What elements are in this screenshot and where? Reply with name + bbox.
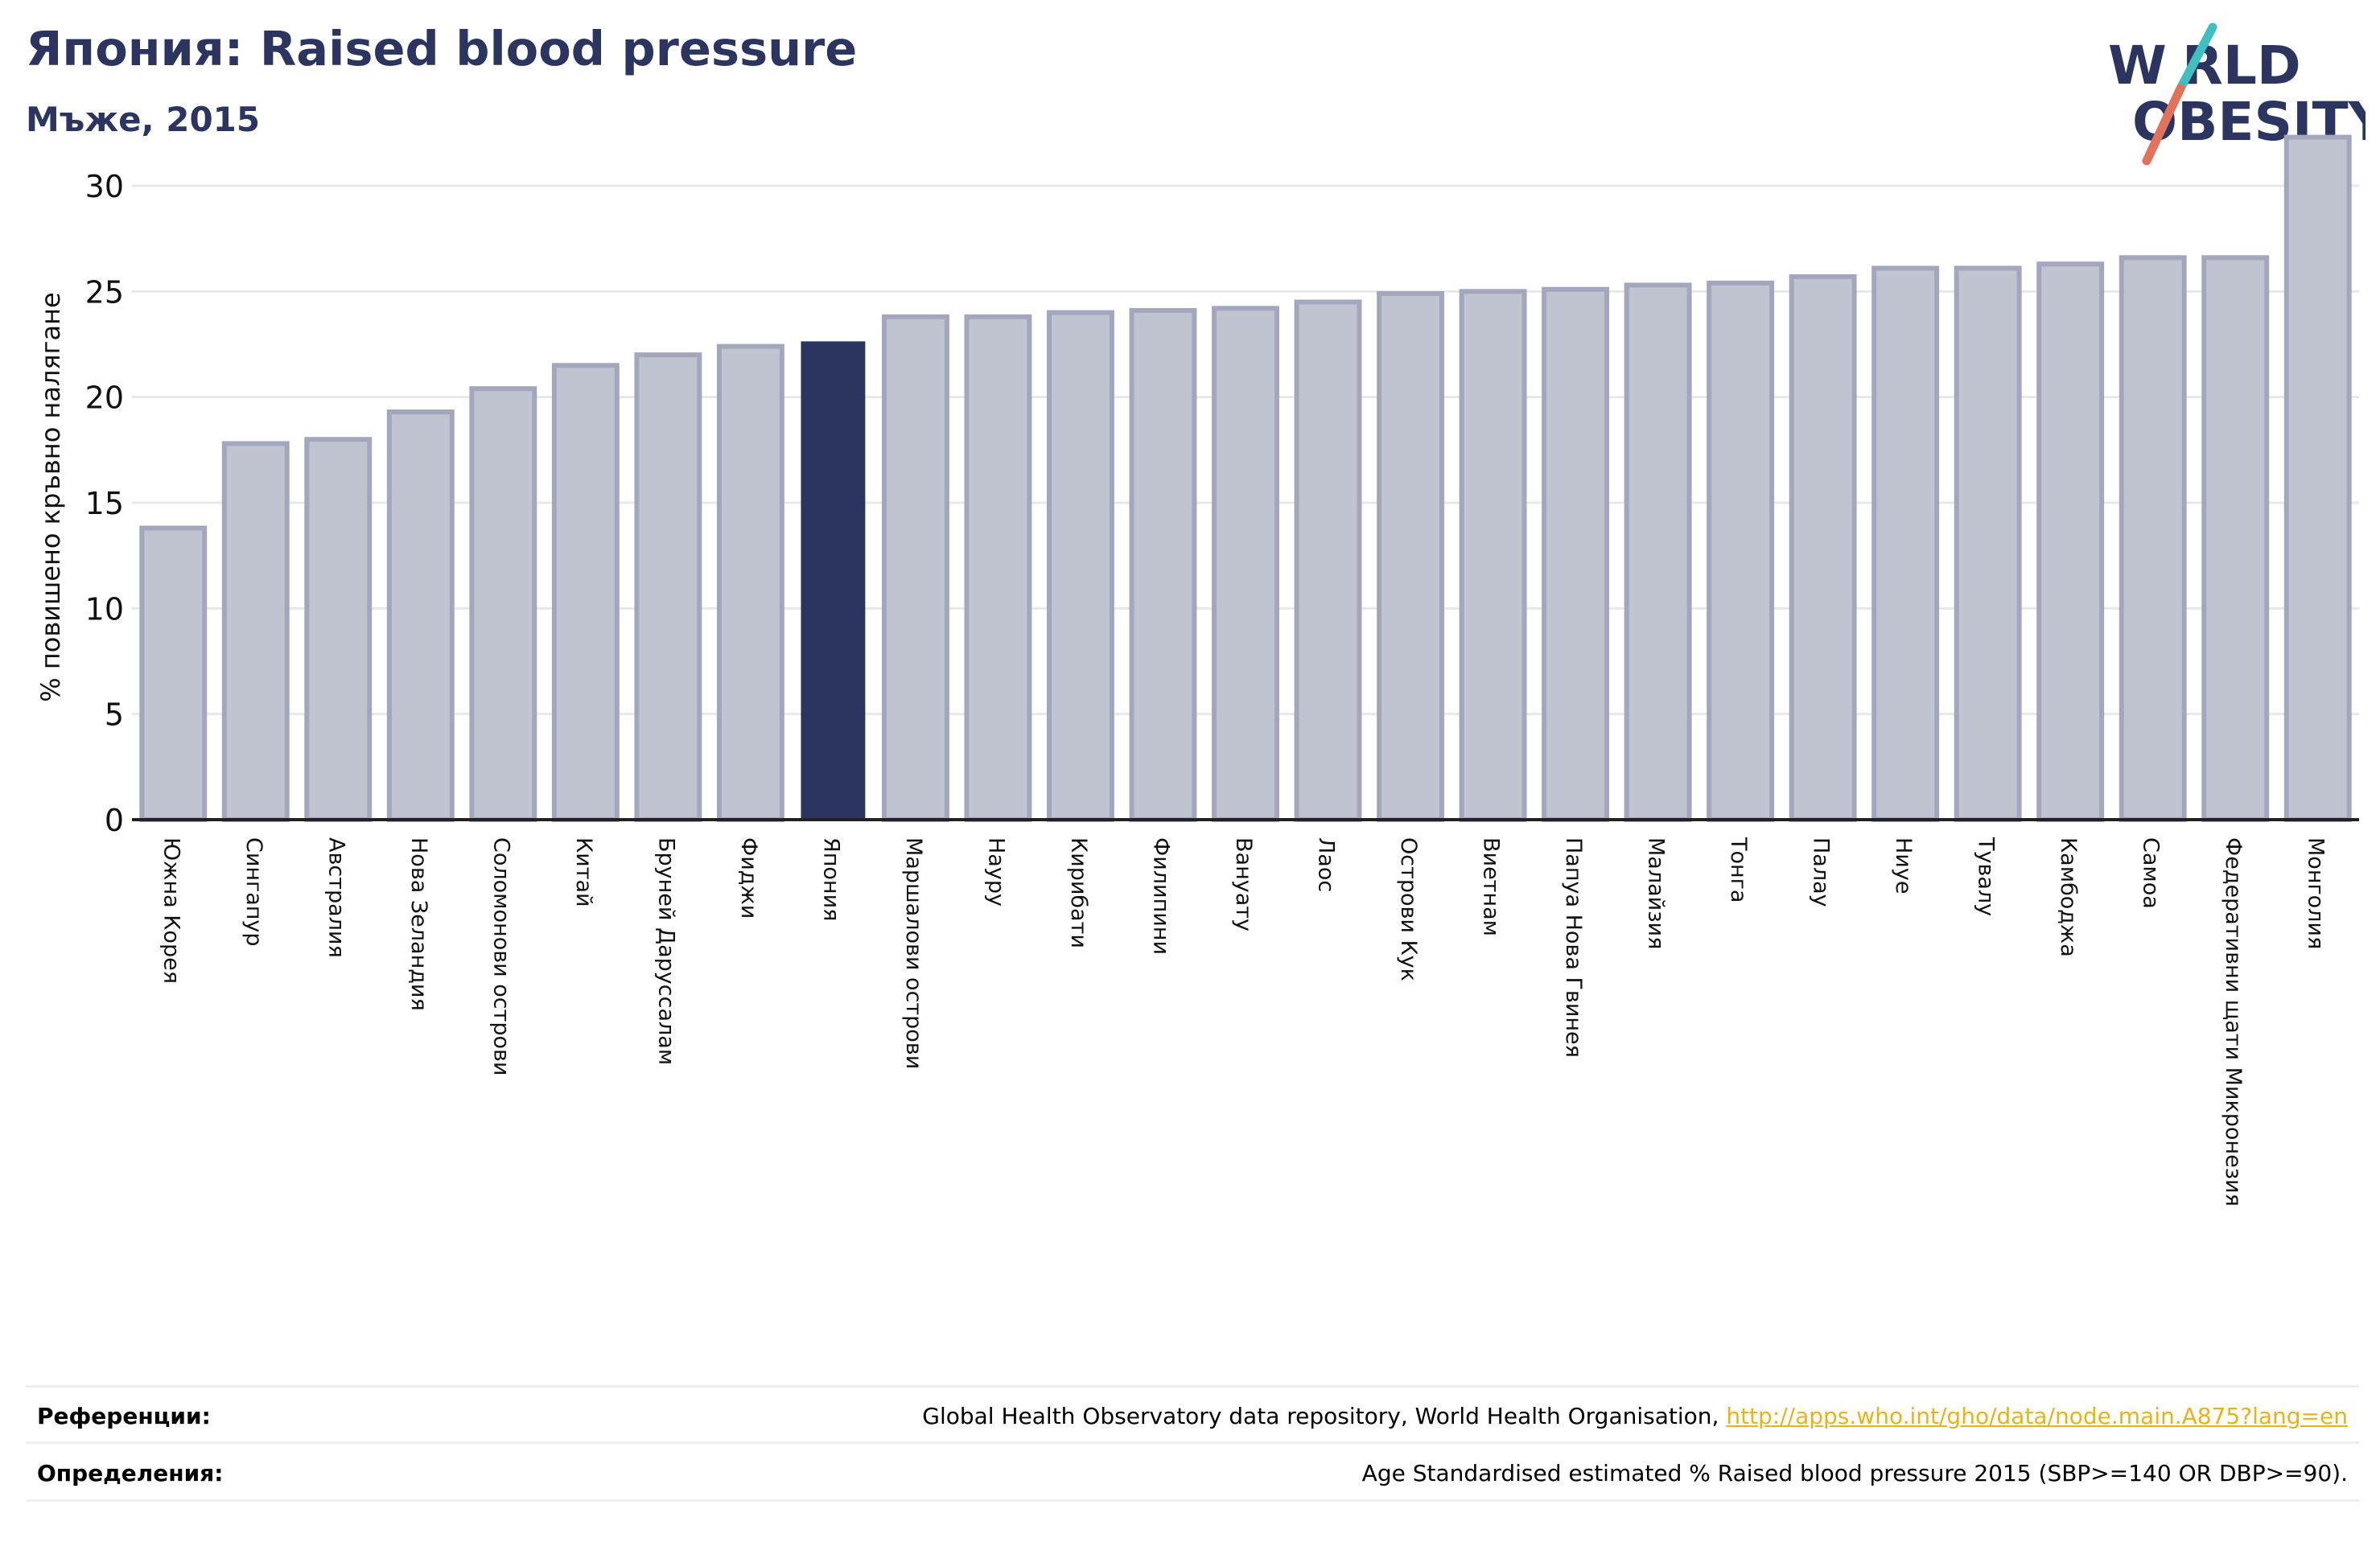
x-tick-label: Виетнам — [1479, 837, 1504, 936]
bar — [2036, 261, 2105, 823]
bar — [139, 525, 208, 823]
bar — [1789, 273, 1857, 822]
y-tick-label: 20 — [85, 380, 124, 416]
x-tick-label: Филипини — [1148, 837, 1173, 955]
footer-divider-middle — [26, 1441, 2359, 1444]
bar-chart: 0 5 10 15 20 25 30 % повишено кръвно налягане Юж… — [35, 134, 2359, 1207]
x-tick-label: Фиджи — [736, 837, 761, 919]
chart-title: Япония: Raised blood pressure — [26, 21, 858, 76]
bar — [634, 352, 702, 822]
bar — [1954, 265, 2022, 822]
y-tick-label: 5 — [105, 697, 124, 733]
bar — [2119, 255, 2187, 823]
bar — [1459, 289, 1527, 823]
bar — [801, 341, 866, 820]
bar — [1542, 286, 1610, 822]
y-tick-label: 25 — [85, 274, 124, 310]
x-tick-label: Камбоджа — [2056, 837, 2081, 957]
x-tick-label: Сингапур — [241, 837, 266, 947]
bar — [2201, 255, 2270, 823]
references-label: Референции: — [37, 1403, 211, 1429]
references-text: Global Health Observatory data repositor… — [922, 1403, 2348, 1429]
x-tick-label: Лаос — [1314, 837, 1339, 892]
x-tick-label: Вануату — [1231, 837, 1256, 931]
x-tick-label: Маршалови острови — [901, 837, 926, 1069]
bar — [1377, 290, 1444, 822]
definitions-label: Определения: — [37, 1460, 224, 1486]
x-tick-label: Малайзия — [1644, 837, 1669, 949]
bar — [386, 409, 455, 822]
x-tick-label: Бруней Даруссалам — [653, 837, 678, 1065]
y-tick-label: 10 — [85, 591, 124, 627]
bar — [716, 343, 784, 823]
y-tick-label: 30 — [85, 169, 124, 204]
bar — [469, 386, 537, 823]
x-tick-label: Австралия — [323, 837, 348, 958]
bar — [304, 437, 373, 822]
x-tick-label: Япония — [818, 837, 843, 921]
logo-slash-coral — [2142, 84, 2185, 166]
y-tick-label: 15 — [85, 486, 124, 521]
bar — [964, 314, 1032, 822]
bar — [1624, 282, 1692, 823]
bar — [1212, 306, 1279, 822]
bar — [1871, 265, 1940, 822]
x-tick-label: Монголия — [2304, 837, 2329, 949]
bar — [2283, 134, 2352, 822]
x-tick-label: Кирибати — [1066, 837, 1091, 948]
logo-slash-teal — [2176, 23, 2217, 93]
bar — [1707, 280, 1775, 822]
references-link[interactable]: http://apps.who.int/gho/data/node.main.A… — [1726, 1403, 2348, 1429]
chart-subtitle: Мъже, 2015 — [26, 100, 261, 139]
x-tick-label: Острови Кук — [1396, 837, 1421, 981]
bar — [1129, 307, 1197, 822]
bar — [1294, 299, 1362, 822]
y-tick-label: 0 — [105, 803, 124, 838]
x-tick-label: Палау — [1809, 837, 1834, 907]
x-tick-label: Нова Зеландия — [406, 837, 431, 1011]
x-tick-label: Науру — [983, 837, 1008, 907]
bar — [551, 363, 620, 822]
footer-divider-top — [26, 1385, 2359, 1388]
x-tick-label: Самоа — [2139, 837, 2164, 909]
x-tick-label: Папуа Нова Гвинея — [1561, 837, 1586, 1058]
references-source: Global Health Observatory data repositor… — [922, 1403, 1727, 1429]
y-axis-label: % повишено кръвно налягане — [35, 292, 66, 701]
bar — [221, 441, 290, 822]
bar — [881, 314, 949, 822]
x-tick-label: Федеративни щати Микронезия — [2221, 837, 2246, 1207]
x-tick-label: Тонга — [1726, 837, 1751, 903]
footer-divider-bottom — [26, 1499, 2359, 1502]
logo-world-w: W — [2108, 35, 2167, 97]
definitions-text: Age Standardised estimated % Raised bloo… — [1361, 1460, 2348, 1486]
x-tick-label: Южна Корея — [159, 837, 183, 984]
x-tick-label: Тувалу — [1974, 837, 1999, 916]
x-tick-label: Китай — [571, 837, 596, 907]
bar — [1047, 310, 1114, 823]
x-tick-label: Ниуе — [1891, 837, 1916, 894]
x-tick-label: Соломонови острови — [488, 837, 513, 1075]
